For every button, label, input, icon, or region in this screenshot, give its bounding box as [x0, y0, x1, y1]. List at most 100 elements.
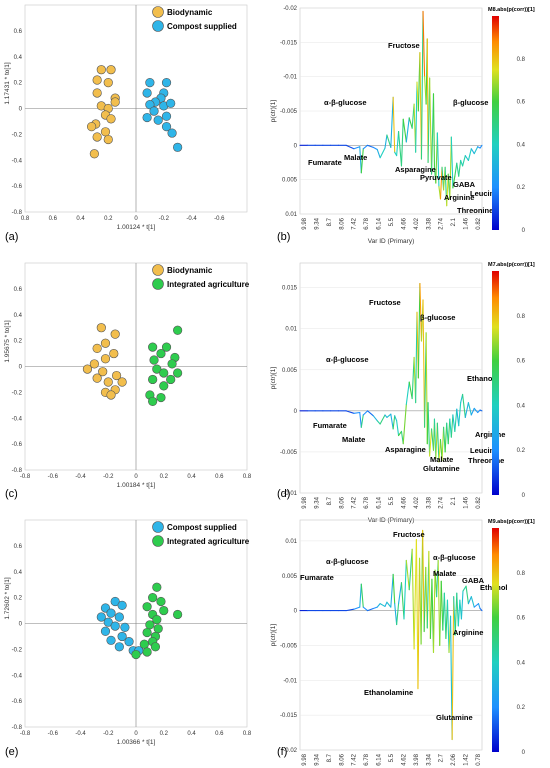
scatter-point	[114, 642, 124, 652]
x-tick-label: 0.8	[243, 731, 252, 737]
y-tick-label: -0.8	[12, 725, 23, 731]
scatter-point	[117, 600, 127, 610]
x-tick-label: 7.42	[352, 753, 358, 765]
loading-line-segment	[386, 601, 392, 608]
colorbar-tick-label: 0.6	[517, 616, 526, 622]
loading-line-segment	[467, 596, 472, 605]
y-tick-label: 0.01	[285, 212, 297, 218]
scatter-point	[106, 608, 116, 618]
x-tick-label: 9.34	[314, 217, 320, 229]
loading-line-segment	[473, 146, 479, 155]
x-tick-label: 0.78	[476, 753, 482, 765]
y-tick-label: -0.015	[280, 40, 298, 46]
metabolite-annotation: Threonine	[457, 206, 493, 215]
loading-line-segment	[470, 148, 475, 155]
loading-line-segment	[379, 603, 386, 607]
x-tick-label: -0.2	[103, 474, 114, 480]
loading-line-segment	[359, 583, 362, 608]
scatter-point	[156, 392, 166, 403]
metabolite-annotation: Glutamine	[423, 464, 460, 473]
scatter-point	[148, 342, 158, 352]
loading-line-segment	[396, 420, 400, 437]
loading-line-segment	[450, 136, 454, 189]
scatter-point	[139, 639, 149, 649]
x-tick-label: 6.78	[364, 753, 370, 765]
scatter-point	[124, 637, 134, 647]
colorbar-tick-label: 0.2	[517, 185, 526, 191]
x-tick-label: 5.5	[389, 753, 395, 762]
loading-line-segment	[450, 414, 454, 438]
y-tick-label: -0.005	[280, 109, 298, 115]
scatter-point	[161, 342, 172, 352]
metabolite-annotation: β-glucose	[420, 313, 455, 322]
x-tick-label: 9.98	[302, 496, 308, 508]
scatter-point	[167, 359, 177, 369]
loading-line-segment	[360, 583, 364, 608]
loading-line-segment	[441, 426, 445, 461]
x-tick-label: 3.34	[426, 753, 432, 765]
legend-label: Integrated agriculture	[167, 280, 250, 289]
legend-label: Biodynamic	[167, 8, 213, 17]
loading-line-segment	[419, 282, 423, 342]
legend-marker	[152, 535, 164, 547]
metabolite-annotation: Malate	[430, 455, 453, 464]
scatter-point	[156, 348, 166, 359]
x-tick-label: 0.4	[187, 474, 196, 480]
metabolite-annotation: Ethanol	[467, 374, 495, 383]
loading-line-segment	[366, 607, 374, 612]
y-tick-label: -0.005	[280, 643, 298, 649]
loading-line-segment	[376, 148, 381, 159]
x-tick-label: 2.74	[439, 217, 445, 229]
loading-line-segment	[452, 414, 456, 432]
metabolite-annotation: Leucine	[470, 189, 498, 198]
loading-line-segment	[392, 96, 396, 153]
y-tick-label: 0	[19, 622, 23, 628]
y-tick-label: -0.015	[280, 713, 298, 719]
loading-line-segment	[415, 538, 419, 690]
legend-label: Integrated agriculture	[167, 537, 250, 546]
scatter-point	[92, 343, 102, 353]
scatter-point	[159, 605, 169, 616]
metabolite-annotation: Fructose	[393, 530, 425, 539]
y-tick-label: 0.4	[14, 313, 23, 319]
scatter-panel-a: 0.6 0.4 0.2 0 -0.2 -0.4 -0.6 -0.80.8 0.6 0.4 0.2 0 -…	[4, 4, 248, 243]
loading-line-segment	[449, 136, 452, 200]
y-tick-label: -0.2	[12, 647, 23, 653]
metabolite-annotation: Malate	[433, 569, 456, 578]
loading-line-segment	[456, 592, 459, 627]
x-tick-label: 7.42	[352, 496, 358, 508]
loading-line-segment	[479, 144, 483, 149]
scatter-point	[117, 631, 127, 642]
loading-line-segment	[396, 131, 400, 157]
x-tick-label: 1.42	[464, 753, 470, 765]
loading-line-segment	[402, 403, 407, 445]
colorbar-tick-label: 0.4	[517, 660, 526, 666]
colorbar	[492, 16, 499, 230]
scatter-point	[106, 114, 116, 124]
scatter-point	[92, 88, 102, 98]
x-tick-label: 1.46	[464, 496, 470, 508]
loading-line-segment	[362, 606, 369, 612]
loading-line-segment	[396, 603, 400, 626]
loading-line-segment	[443, 592, 447, 640]
metabolite-annotation: α-β-glucose	[326, 557, 369, 566]
loading-line-segment	[437, 559, 441, 647]
metabolite-annotation: Pyruvate	[420, 173, 452, 182]
x-tick-label: 1.46	[464, 217, 470, 229]
y-tick-label: 0	[294, 609, 298, 615]
legend-label: Biodynamic	[167, 266, 213, 275]
colorbar-title: M8.abs(p(corr))[1]	[488, 7, 535, 13]
y-tick-label: -0.01	[283, 678, 297, 684]
x-tick-label: 3.98	[414, 753, 420, 765]
loading-line-segment	[422, 529, 425, 633]
loading-line-segment	[462, 585, 467, 592]
scatter-point	[92, 373, 102, 383]
loading-line-segment	[360, 414, 364, 428]
y-tick-label: -0.8	[12, 210, 23, 216]
y-tick-label: 0.6	[14, 287, 23, 293]
x-tick-label: 2.06	[451, 753, 457, 765]
loading-line-segment	[467, 402, 472, 416]
scatter-point	[159, 368, 169, 378]
loading-line-segment	[429, 428, 433, 457]
